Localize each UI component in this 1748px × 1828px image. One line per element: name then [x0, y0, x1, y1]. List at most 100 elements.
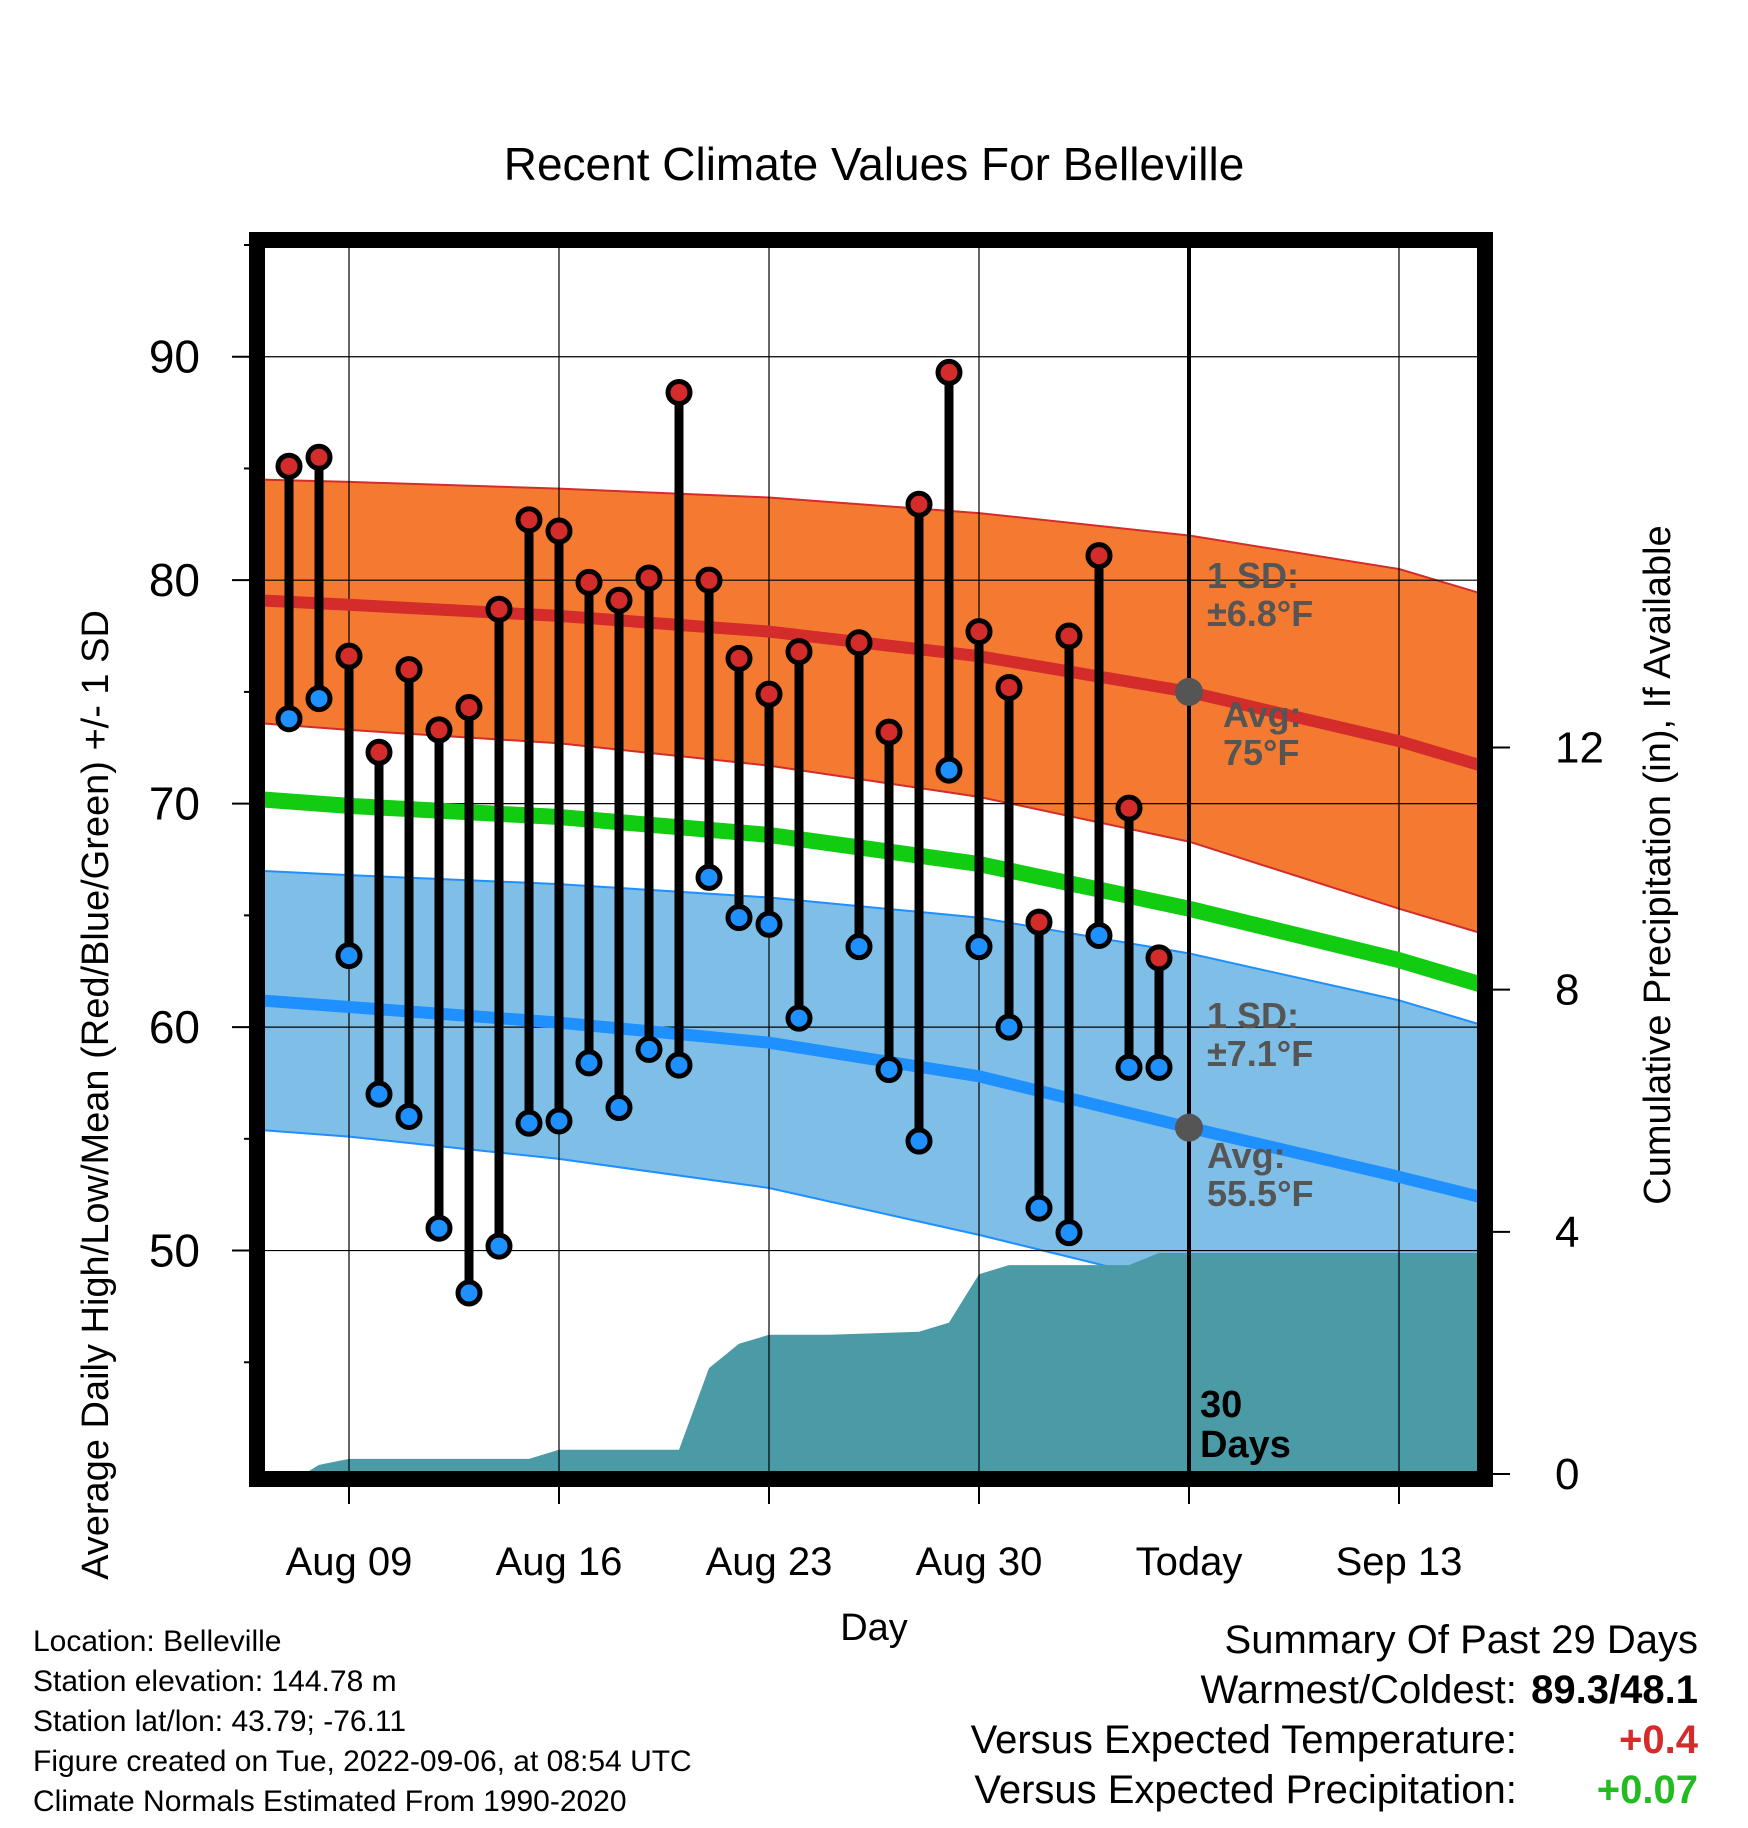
- today-low-avg-marker: [1175, 1113, 1203, 1142]
- low-point: [425, 1214, 453, 1242]
- high-sd-band: [262, 479, 1480, 933]
- high-normal-line: [262, 594, 1480, 772]
- high-point: [875, 718, 903, 746]
- high-point: [425, 716, 453, 744]
- high-point: [1025, 908, 1053, 936]
- low-normal-line: [262, 994, 1480, 1204]
- plot-area: 1 SD: ±6.8°F Avg: 75°F 1 SD: ±7.1°F Avg: 55.5°F…: [262, 245, 1480, 1474]
- low-point: [395, 1102, 423, 1130]
- high-point: [455, 694, 483, 722]
- low-point: [785, 1004, 813, 1032]
- high-point: [1085, 542, 1113, 570]
- high-point: [965, 618, 993, 646]
- high-point: [335, 642, 363, 670]
- summary-title: Summary Of Past 29 Days: [1224, 1618, 1698, 1662]
- y2-tick-label: 12: [1555, 723, 1604, 772]
- low-point: [305, 685, 333, 713]
- low-point: [1145, 1053, 1173, 1081]
- y2-axis-label: Cumulative Precipitation (in), If Availa…: [1637, 525, 1679, 1204]
- high-point: [1115, 794, 1143, 822]
- high-point: [665, 378, 693, 406]
- high-point: [305, 443, 333, 471]
- latlon-text: Station lat/lon: 43.79; -76.11: [33, 1705, 407, 1738]
- high-point: [785, 638, 813, 666]
- temp-label: Versus Expected Temperature:: [970, 1718, 1517, 1762]
- low-sd-band-upper-edge: [262, 869, 1480, 1026]
- cumulative-precip-area: [262, 1253, 1480, 1474]
- low-point: [485, 1232, 513, 1260]
- warm-cold-value: 89.3/48.1: [1531, 1668, 1698, 1712]
- low-point: [845, 933, 873, 961]
- high-point: [545, 517, 573, 545]
- window-annotation: 30 Days: [1200, 1384, 1291, 1466]
- low-point: [515, 1109, 543, 1137]
- today-high-avg-marker: [1175, 677, 1203, 706]
- high-point: [485, 595, 513, 623]
- summary-precip: Versus Expected Precipitation: +0.07: [971, 1765, 1698, 1815]
- x-axis-label: Day: [840, 1607, 908, 1649]
- high-point: [905, 490, 933, 518]
- high-sd-band-lower-edge: [262, 722, 1480, 934]
- low-point: [545, 1107, 573, 1135]
- y2-tick-label: 0: [1555, 1450, 1579, 1499]
- y-tick-label: 50: [149, 1225, 200, 1277]
- high-point: [1055, 622, 1083, 650]
- low-point: [935, 756, 963, 784]
- high-avg-annotation: Avg: 75°F: [1223, 694, 1302, 773]
- y-axis-label: Average Daily High/Low/Mean (Red/Blue/Gr…: [75, 610, 117, 1580]
- low-point: [875, 1056, 903, 1084]
- chart-title: Recent Climate Values For Belleville: [504, 138, 1245, 190]
- high-point: [935, 358, 963, 386]
- low-point: [965, 933, 993, 961]
- low-sd-band: [262, 870, 1480, 1348]
- plot-frame: [249, 232, 1493, 1487]
- low-point: [1055, 1219, 1083, 1247]
- x-tick-label: Aug 09: [286, 1540, 413, 1584]
- high-point: [725, 644, 753, 672]
- high-point: [635, 564, 663, 592]
- x-tick-label: Aug 30: [916, 1540, 1043, 1584]
- high-sd-band-upper-edge: [262, 478, 1480, 595]
- low-point: [755, 910, 783, 938]
- high-point: [1145, 944, 1173, 972]
- high-point: [575, 568, 603, 596]
- high-point: [995, 673, 1023, 701]
- high-point: [365, 738, 393, 766]
- summary-temp: Versus Expected Temperature: +0.4: [971, 1715, 1698, 1765]
- warm-cold-label: Warmest/Coldest:: [1200, 1668, 1517, 1712]
- low-sd-annotation: 1 SD: ±7.1°F: [1207, 995, 1313, 1074]
- summary-panel: Summary Of Past 29 Days Warmest/Coldest:…: [971, 1615, 1698, 1815]
- x-tick-label: Sep 13: [1336, 1540, 1463, 1584]
- low-point: [365, 1080, 393, 1108]
- high-point: [845, 629, 873, 657]
- low-point: [575, 1049, 603, 1077]
- normals-text: Climate Normals Estimated From 1990-2020: [33, 1785, 627, 1818]
- y-tick-label: 70: [149, 778, 200, 830]
- y2-tick-label: 4: [1555, 1208, 1579, 1257]
- precip-value: +0.07: [1596, 1768, 1698, 1812]
- high-sd-annotation: 1 SD: ±6.8°F: [1207, 555, 1313, 634]
- low-point: [1085, 921, 1113, 949]
- low-point: [1115, 1053, 1143, 1081]
- low-point: [995, 1013, 1023, 1041]
- low-point: [455, 1279, 483, 1307]
- precip-label: Versus Expected Precipitation:: [974, 1768, 1517, 1812]
- x-tick-label: Aug 16: [496, 1540, 623, 1584]
- low-point: [635, 1035, 663, 1063]
- low-point: [605, 1094, 633, 1122]
- high-point: [395, 656, 423, 684]
- low-avg-annotation: Avg: 55.5°F: [1207, 1135, 1313, 1214]
- low-point: [275, 705, 303, 733]
- low-point: [695, 863, 723, 891]
- high-point: [605, 586, 633, 614]
- y-tick-label: 60: [149, 1001, 200, 1053]
- created-text: Figure created on Tue, 2022-09-06, at 08…: [33, 1745, 692, 1778]
- low-point: [1025, 1194, 1053, 1222]
- x-tick-label: Aug 23: [706, 1540, 833, 1584]
- mean-normal-line: [262, 791, 1480, 993]
- low-point: [905, 1127, 933, 1155]
- low-point: [665, 1051, 693, 1079]
- y-tick-label: 90: [149, 331, 200, 383]
- high-point: [515, 506, 543, 534]
